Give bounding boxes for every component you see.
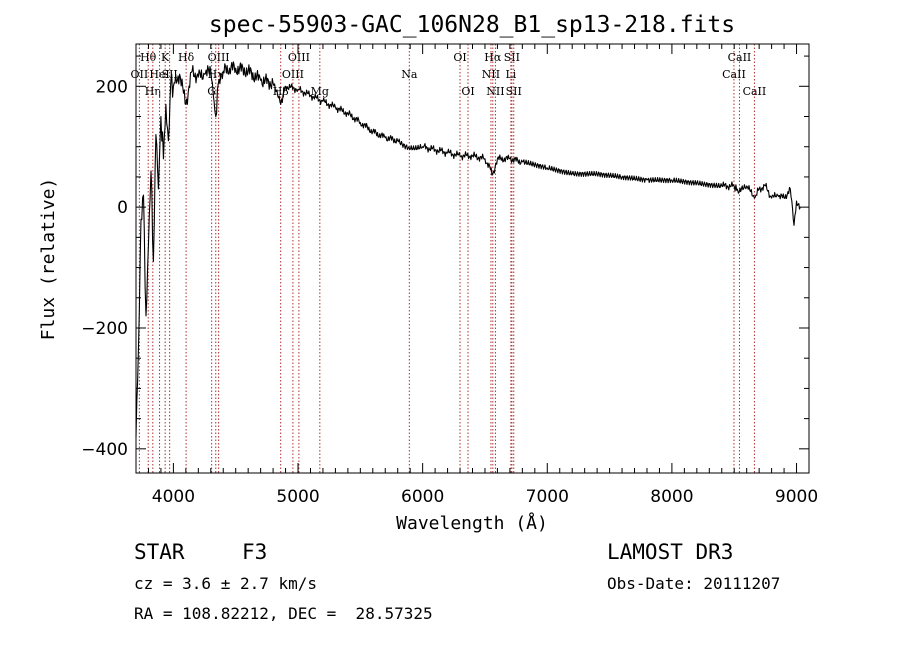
series-layer <box>135 61 801 437</box>
y-axis-label: Flux (relative) <box>38 178 59 341</box>
spectral-line-label-7: OIII <box>208 51 230 64</box>
spectral-line-label-13: Mg <box>311 85 329 98</box>
spectral-line-label-14: Na <box>401 68 418 81</box>
x-axis-label: Wavelength (Å) <box>396 512 548 534</box>
spectral-line-label-19: NII <box>486 85 504 98</box>
spectral-line-label-2: Hη <box>145 85 161 98</box>
spectral-line-label-16: OI <box>461 85 474 98</box>
spectral-line-label-4: K <box>161 51 170 64</box>
object-subclass: F3 <box>242 540 268 564</box>
spectral-line-label-1: OII <box>131 68 149 81</box>
spectral-line-label-21: Li <box>505 68 516 81</box>
redshift-readout: cz = 3.6 ± 2.7 km/s <box>134 574 318 593</box>
object-class: STAR <box>134 540 185 564</box>
y-tick-label-0: −400 <box>81 440 128 460</box>
spectral-line-label-24: CaII <box>722 68 746 81</box>
y-tick-label-1: −200 <box>81 319 128 339</box>
spectral-line-label-5: SII <box>162 68 178 81</box>
plot-frame <box>135 43 810 474</box>
observation-date: Obs-Date: 20111207 <box>607 574 781 593</box>
y-tick-label-2: 0 <box>117 198 128 218</box>
series-line-0 <box>135 61 801 437</box>
spectral-line-label-3: HeI <box>149 68 169 81</box>
spectral-line-label-0: Hθ <box>140 51 157 64</box>
x-tick-label-2: 6000 <box>401 487 444 507</box>
x-tick-label-1: 5000 <box>276 487 319 507</box>
spectral-line-label-20: SII <box>504 51 520 64</box>
axes-layer: 4000 5000 6000 7000 8000 9000 −400 −200 0 200 <box>81 44 818 507</box>
spectral-line-label-10: OIII <box>288 51 310 64</box>
x-tick-label-5: 9000 <box>775 487 818 507</box>
spectral-line-label-15: OI <box>453 51 466 64</box>
chart-title: spec-55903-GAC_106N28_B1_sp13-218.fits <box>209 12 735 38</box>
x-tick-label-0: 4000 <box>152 487 195 507</box>
spectral-line-label-17: Hα <box>484 51 502 64</box>
spectral-line-label-23: CaII <box>728 51 752 64</box>
spectral-line-label-18: NII <box>482 68 500 81</box>
x-tick-label-3: 7000 <box>526 487 569 507</box>
spectral-line-label-22: SII <box>506 85 522 98</box>
y-tick-label-3: 200 <box>96 77 128 97</box>
survey-name: LAMOST DR3 <box>607 540 734 564</box>
spectral-line-label-25: CaII <box>743 85 767 98</box>
spectral-line-label-9: G <box>207 85 216 98</box>
spectral-line-label-6: Hδ <box>178 51 195 64</box>
spectral-line-label-11: OIII <box>282 68 304 81</box>
coordinates-readout: RA = 108.82212, DEC = 28.57325 <box>134 604 433 623</box>
x-tick-label-4: 8000 <box>650 487 693 507</box>
